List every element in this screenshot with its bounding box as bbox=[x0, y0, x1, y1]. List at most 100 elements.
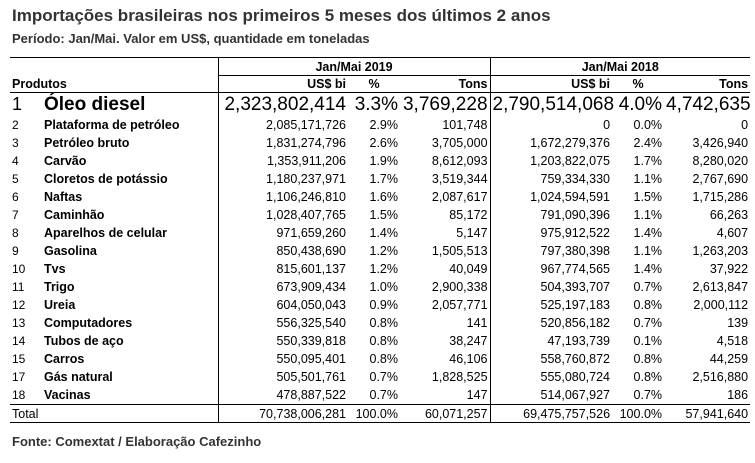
tons-2018-cell: 0 bbox=[741, 118, 749, 132]
source-note: Fonte: Comextat / Elaboração Cafezinho bbox=[12, 434, 262, 449]
usd-2019-cell: 1,831,274,796 bbox=[217, 134, 348, 152]
total-usd-2018-cell: 69,475,757,526 bbox=[490, 404, 613, 423]
usd-2018-cell: 1,203,822,075 bbox=[530, 154, 611, 168]
tons-2019-cell: 2,900,338 bbox=[400, 278, 491, 296]
tons-2019-cell: 3,769,228 bbox=[400, 92, 491, 116]
tons-2018-cell: 1,715,286 bbox=[692, 190, 749, 204]
header-row-periods: Jan/Mai 2019 Jan/Mai 2018 bbox=[10, 57, 751, 76]
product-cell: Tvs bbox=[44, 262, 66, 276]
pct-2018-cell: 1.1% bbox=[633, 208, 663, 222]
table-row: 11 Trigo 673,909,434 1.0% 2,900,338 504,393,7… bbox=[10, 278, 750, 296]
total-pct-2018-cell: 100.0% bbox=[612, 404, 665, 423]
tons-2019-cell: 1,828,525 bbox=[400, 368, 491, 386]
pct-2019-cell: 2.9% bbox=[369, 118, 399, 132]
product-cell: Cloretos de potássio bbox=[44, 172, 168, 186]
tons-2018-cell: 8,280,020 bbox=[692, 154, 749, 168]
usd-2019-cell: 1,180,237,971 bbox=[217, 170, 348, 188]
usd-2019-cell: 550,095,401 bbox=[217, 350, 348, 368]
tons-2018-cell: 44,259 bbox=[709, 352, 749, 366]
total-row: Total 70,738,006,281 100.0% 60,071,257 69,47… bbox=[10, 404, 751, 423]
col-header-tons-2018: Tons bbox=[664, 75, 751, 93]
usd-2018-cell: 2,790,514,068 bbox=[492, 93, 615, 115]
usd-2019-cell: 815,601,137 bbox=[217, 260, 348, 278]
usd-2019-cell: 505,501,761 bbox=[217, 368, 348, 386]
total-pct-2019-cell: 100.0% bbox=[348, 404, 400, 423]
tons-2019-cell: 3,519,344 bbox=[400, 170, 491, 188]
pct-2018-cell: 1.1% bbox=[633, 172, 663, 186]
period-2018-header: Jan/Mai 2018 bbox=[490, 57, 751, 76]
rank-cell: 3 bbox=[12, 136, 19, 150]
table-row: 4 Carvão 1,353,911,206 1.9% 8,612,093 1,203,8… bbox=[10, 152, 750, 170]
table-row: 18 Vacinas 478,887,522 0.7% 147 514,067,927 0.… bbox=[10, 386, 750, 405]
pct-2019-cell: 1.2% bbox=[369, 262, 399, 276]
product-cell: Vacinas bbox=[44, 388, 91, 402]
pct-2019-cell: 1.5% bbox=[369, 208, 399, 222]
col-header-tons-2019: Tons bbox=[400, 75, 491, 93]
product-cell: Plataforma de petróleo bbox=[44, 118, 180, 132]
pct-2019-cell: 0.8% bbox=[369, 316, 399, 330]
product-cell: Trigo bbox=[44, 280, 75, 294]
total-tons-2019-cell: 60,071,257 bbox=[400, 404, 491, 423]
pct-2019-cell: 3.3% bbox=[354, 93, 398, 115]
usd-2019-cell: 673,909,434 bbox=[217, 278, 348, 296]
rank-cell: 15 bbox=[12, 352, 26, 366]
rank-cell: 14 bbox=[12, 334, 26, 348]
table-row: 14 Tubos de aço 550,339,818 0.8% 38,247 47,19… bbox=[10, 332, 750, 350]
pct-2019-cell: 1.0% bbox=[369, 280, 399, 294]
product-cell: Tubos de aço bbox=[44, 334, 124, 348]
product-cell: Carvão bbox=[44, 154, 87, 168]
rank-cell: 12 bbox=[12, 298, 26, 312]
product-cell: Aparelhos de celular bbox=[44, 226, 167, 240]
tons-2019-cell: 2,057,771 bbox=[400, 296, 491, 314]
usd-2018-cell: 555,080,724 bbox=[540, 370, 611, 384]
col-header-usd-2018: US$ bi bbox=[490, 75, 613, 93]
total-label: Total bbox=[10, 404, 218, 423]
tons-2019-cell: 46,106 bbox=[400, 350, 491, 368]
tons-2019-cell: 5,147 bbox=[400, 224, 491, 242]
rank-cell: 9 bbox=[12, 244, 19, 258]
table-row: 7 Caminhão 1,028,407,765 1.5% 85,172 791,090,… bbox=[10, 206, 750, 224]
tons-2019-cell: 101,748 bbox=[400, 116, 491, 134]
pct-2018-cell: 0.7% bbox=[633, 388, 663, 402]
product-cell: Gasolina bbox=[44, 244, 97, 258]
col-header-pct-2019: % bbox=[348, 75, 400, 93]
pct-2018-cell: 2.4% bbox=[633, 136, 663, 150]
usd-2019-cell: 2,323,802,414 bbox=[217, 92, 348, 116]
pct-2018-cell: 0.0% bbox=[633, 118, 663, 132]
pct-2018-cell: 1.4% bbox=[633, 226, 663, 240]
pct-2018-cell: 0.8% bbox=[633, 370, 663, 384]
pct-2018-cell: 1.1% bbox=[633, 244, 663, 258]
rank-cell: 17 bbox=[12, 370, 26, 384]
usd-2018-cell: 1,024,594,591 bbox=[530, 190, 611, 204]
rank-cell: 10 bbox=[12, 262, 26, 276]
table-row: 8 Aparelhos de celular 971,659,260 1.4% 5,14… bbox=[10, 224, 750, 242]
tons-2019-cell: 8,612,093 bbox=[400, 152, 491, 170]
total-tons-2018-cell: 57,941,640 bbox=[664, 404, 751, 423]
total-usd-2019-cell: 70,738,006,281 bbox=[217, 404, 348, 423]
tons-2018-cell: 4,607 bbox=[716, 226, 749, 240]
table-row: 10 Tvs 815,601,137 1.2% 40,049 967,774,565 1.4… bbox=[10, 260, 750, 278]
tons-2018-cell: 4,742,635 bbox=[666, 93, 751, 115]
rank-cell: 18 bbox=[12, 388, 26, 402]
tons-2018-cell: 66,263 bbox=[709, 208, 749, 222]
product-cell: Computadores bbox=[44, 316, 133, 330]
product-cell: Óleo diesel bbox=[44, 93, 146, 115]
pct-2019-cell: 1.6% bbox=[369, 190, 399, 204]
pct-2018-cell: 1.5% bbox=[633, 190, 663, 204]
product-cell: Caminhão bbox=[44, 208, 105, 222]
tons-2019-cell: 141 bbox=[400, 314, 491, 332]
header-row-columns: Produtos US$ bi % Tons US$ bi % Tons bbox=[10, 75, 751, 93]
table-row: 15 Carros 550,095,401 0.8% 46,106 558,760,872… bbox=[10, 350, 750, 368]
usd-2019-cell: 556,325,540 bbox=[217, 314, 348, 332]
col-header-pct-2018: % bbox=[612, 75, 665, 93]
pct-2018-cell: 1.4% bbox=[633, 262, 663, 276]
rank-cell: 8 bbox=[12, 226, 19, 240]
usd-2019-cell: 1,353,911,206 bbox=[217, 152, 348, 170]
usd-2019-cell: 604,050,043 bbox=[217, 296, 348, 314]
usd-2018-cell: 791,090,396 bbox=[540, 208, 611, 222]
rank-cell: 1 bbox=[12, 94, 23, 114]
pct-2019-cell: 0.7% bbox=[369, 388, 399, 402]
pct-2019-cell: 1.9% bbox=[369, 154, 399, 168]
usd-2019-cell: 550,339,818 bbox=[217, 332, 348, 350]
usd-2019-cell: 850,438,690 bbox=[217, 242, 348, 260]
